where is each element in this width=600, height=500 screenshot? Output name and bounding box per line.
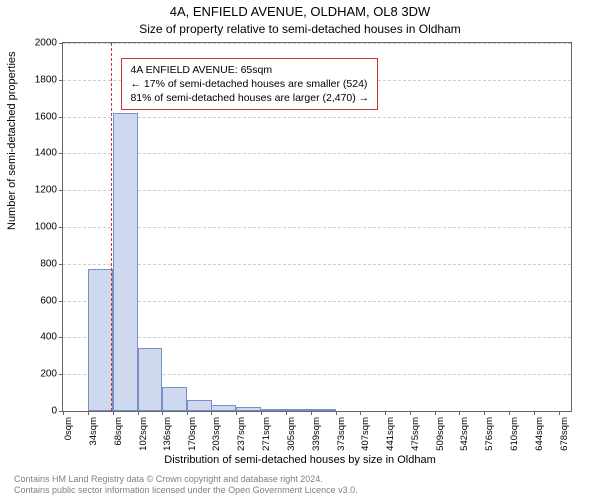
histogram-bar [311,409,336,411]
xtick-label: 68sqm [113,417,124,446]
gridline [63,153,571,154]
figure: 4A, ENFIELD AVENUE, OLDHAM, OL8 3DW Size… [0,0,600,500]
ytick-label: 800 [40,258,57,269]
ytick-label: 1400 [35,148,57,159]
xtick-label: 509sqm [435,417,446,451]
xtick-mark [410,411,411,415]
xtick-mark [534,411,535,415]
xtick-label: 542sqm [459,417,470,451]
histogram-bar [236,407,261,411]
xtick-mark [484,411,485,415]
xtick-label: 610sqm [509,417,520,451]
xtick-mark [63,411,64,415]
ytick-label: 400 [40,332,57,343]
xtick-mark [88,411,89,415]
xtick-label: 373sqm [336,417,347,451]
ytick-mark [59,337,63,338]
ytick-mark [59,374,63,375]
ytick-mark [59,264,63,265]
xtick-mark [286,411,287,415]
xtick-mark [236,411,237,415]
footer-line-1: Contains HM Land Registry data © Crown c… [14,474,586,485]
xtick-label: 271sqm [261,417,272,451]
gridline [63,264,571,265]
xtick-mark [360,411,361,415]
xtick-label: 102sqm [138,417,149,451]
xtick-mark [162,411,163,415]
chart-subtitle: Size of property relative to semi-detach… [0,22,600,36]
xtick-mark [261,411,262,415]
xtick-mark [138,411,139,415]
gridline [63,190,571,191]
ytick-label: 0 [51,406,57,417]
gridline [63,337,571,338]
xtick-mark [211,411,212,415]
y-axis-label: Number of semi-detached properties [6,51,18,230]
annotation-box: 4A ENFIELD AVENUE: 65sqm ← 17% of semi-d… [121,58,378,111]
histogram-bar [261,409,286,411]
ytick-mark [59,301,63,302]
histogram-bar [88,269,113,411]
ytick-mark [59,117,63,118]
histogram-bar [211,405,236,411]
xtick-label: 34sqm [88,417,99,446]
xtick-label: 441sqm [385,417,396,451]
xtick-mark [336,411,337,415]
gridline [63,117,571,118]
ytick-label: 1200 [35,185,57,196]
xtick-label: 576sqm [484,417,495,451]
xtick-label: 203sqm [211,417,222,451]
annotation-line-2: ← 17% of semi-detached houses are smalle… [130,77,369,91]
ytick-label: 1000 [35,222,57,233]
xtick-label: 475sqm [410,417,421,451]
xtick-mark [559,411,560,415]
xtick-mark [311,411,312,415]
histogram-bar [286,409,311,411]
plot-area: 02004006008001000120014001600180020000sq… [62,42,572,412]
xtick-mark [385,411,386,415]
property-marker-line [111,43,112,411]
annotation-line-1: 4A ENFIELD AVENUE: 65sqm [130,63,369,77]
chart-title: 4A, ENFIELD AVENUE, OLDHAM, OL8 3DW [0,4,600,19]
xtick-label: 136sqm [162,417,173,451]
xtick-mark [187,411,188,415]
ytick-label: 1800 [35,74,57,85]
xtick-label: 407sqm [360,417,371,451]
histogram-bar [187,400,212,411]
footer-line-2: Contains public sector information licen… [14,485,586,496]
ytick-mark [59,153,63,154]
gridline [63,301,571,302]
histogram-bar [113,113,138,411]
x-axis-label: Distribution of semi-detached houses by … [0,454,600,466]
ytick-mark [59,190,63,191]
footer: Contains HM Land Registry data © Crown c… [14,474,586,497]
ytick-label: 600 [40,295,57,306]
histogram-bar [138,348,163,411]
xtick-label: 339sqm [311,417,322,451]
xtick-label: 678sqm [559,417,570,451]
ytick-mark [59,227,63,228]
xtick-mark [509,411,510,415]
ytick-label: 2000 [35,38,57,49]
ytick-mark [59,80,63,81]
xtick-label: 305sqm [286,417,297,451]
xtick-mark [459,411,460,415]
xtick-label: 0sqm [63,417,74,440]
xtick-label: 170sqm [187,417,198,451]
gridline [63,227,571,228]
xtick-label: 644sqm [534,417,545,451]
ytick-mark [59,43,63,44]
ytick-label: 200 [40,369,57,380]
gridline [63,43,571,44]
histogram-bar [162,387,187,411]
xtick-label: 237sqm [236,417,247,451]
xtick-mark [113,411,114,415]
annotation-line-3: 81% of semi-detached houses are larger (… [130,91,369,105]
ytick-label: 1600 [35,111,57,122]
xtick-mark [435,411,436,415]
